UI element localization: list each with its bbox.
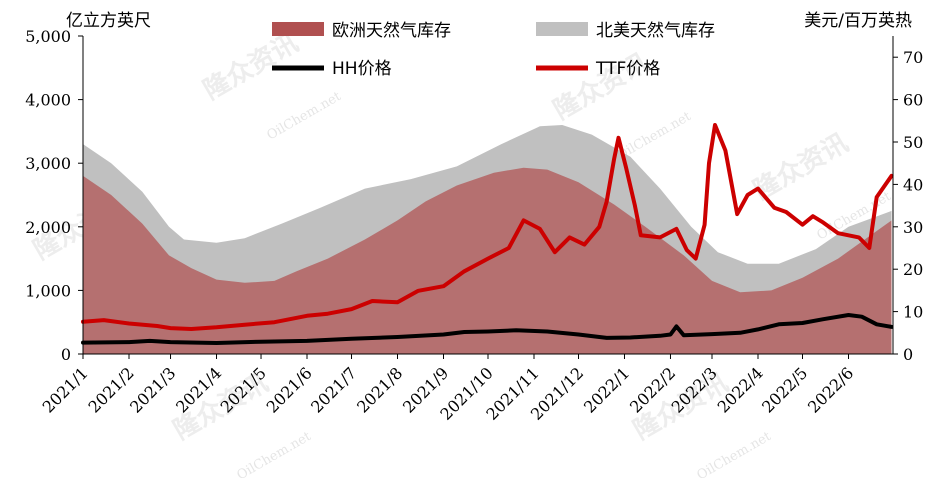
y-left-axis-title: 亿立方英尺	[66, 11, 151, 31]
y-left-tick-label: 1,000	[25, 281, 71, 300]
line-series	[81, 313, 894, 345]
y-right-tick-label: 20	[903, 260, 923, 279]
y-left-tick-label: 3,000	[25, 154, 71, 173]
legend-label: HH价格	[332, 59, 392, 79]
legend-swatch	[272, 22, 324, 36]
lines-layer	[81, 123, 894, 345]
watermark-text: OilChem.net	[265, 89, 345, 144]
x-tick-label: 2021/1	[39, 363, 92, 416]
watermark-text: OilChem.net	[235, 429, 315, 478]
y-right-tick-label: 50	[903, 133, 923, 152]
legend-label: 北美天然气库存	[596, 21, 715, 41]
line-series	[81, 123, 894, 331]
y-right-tick-label: 10	[903, 303, 923, 322]
legend-label: TTF价格	[595, 59, 660, 79]
y-left-tick-label: 0	[61, 345, 71, 364]
y-right-tick-label: 0	[903, 345, 913, 364]
y-left-tick-label: 5,000	[25, 27, 71, 46]
x-tick-label: 2021/7	[307, 363, 360, 416]
x-tick-label: 2022/1	[580, 363, 633, 416]
y-left-tick-label: 2,000	[25, 218, 71, 237]
y-right-tick-label: 30	[903, 218, 923, 237]
legend: 欧洲天然气库存 北美天然气库存 HH价格 TTF价格	[272, 21, 715, 79]
y-right-tick-label: 70	[903, 48, 923, 67]
legend-swatch	[536, 22, 588, 36]
y-left-tick-label: 4,000	[25, 91, 71, 110]
x-tick-label: 2021/2	[85, 363, 138, 416]
watermark-text: OilChem.net	[695, 429, 775, 478]
y-right-axis-title: 美元/百万英热	[804, 11, 912, 31]
y-right-tick-label: 40	[903, 175, 923, 194]
legend-label: 欧洲天然气库存	[332, 21, 451, 41]
x-tick-label: 2022/6	[804, 363, 857, 416]
y-right-tick-label: 60	[903, 91, 923, 110]
x-tick-label: 2021/3	[126, 363, 179, 416]
areas-layer	[83, 125, 892, 354]
x-tick-label: 2022/5	[758, 363, 811, 416]
x-tick-label: 2021/8	[353, 363, 406, 416]
